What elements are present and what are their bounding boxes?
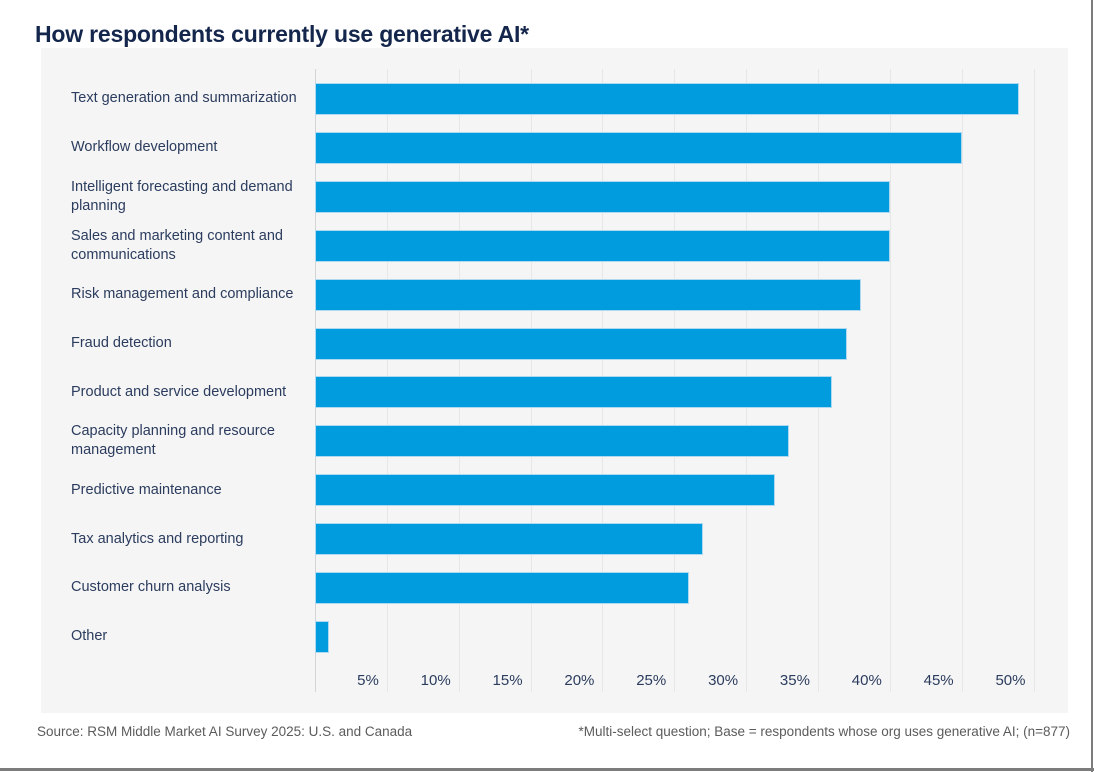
category-label: Product and service development <box>71 383 287 400</box>
plot-area: 5% 10% 15% 20% 25% 30% 35% 40% 45% 50% <box>315 69 1068 692</box>
x-tick-label: 50% <box>995 672 1026 689</box>
category-label: Workflow development <box>71 139 218 156</box>
category-label: Predictive maintenance <box>71 481 222 498</box>
category-label: Fraud detection <box>71 334 172 351</box>
bar <box>315 474 775 507</box>
source-note: Source: RSM Middle Market AI Survey 2025… <box>37 724 413 739</box>
gridline-45 <box>961 69 963 692</box>
category-label: Capacity planning and resource managemen… <box>71 423 275 459</box>
category-label: Tax analytics and reporting <box>71 530 244 547</box>
category-label: Other <box>71 628 108 645</box>
x-tick-label: 20% <box>564 672 595 689</box>
bar <box>315 229 890 262</box>
bar <box>315 620 330 653</box>
gridline-40 <box>889 69 891 692</box>
gridline-50 <box>1033 69 1035 692</box>
chart-panel: 5% 10% 15% 20% 25% 30% 35% 40% 45% 50% Text gener… <box>41 48 1068 713</box>
page-border-right <box>1091 0 1093 772</box>
category-label: Sales and marketing content and communic… <box>71 227 283 263</box>
bar <box>315 327 847 360</box>
bar <box>315 376 833 409</box>
x-tick-label: 30% <box>708 672 739 689</box>
category-label: Customer churn analysis <box>71 579 231 596</box>
bar <box>315 523 703 556</box>
x-tick-label: 5% <box>357 672 379 689</box>
page-border-bottom <box>0 768 1094 771</box>
x-tick-label: 40% <box>851 672 882 689</box>
bar <box>315 572 689 604</box>
bar <box>315 83 1020 115</box>
bar <box>315 180 890 213</box>
x-tick-label: 35% <box>779 672 810 689</box>
category-label: Intelligent forecasting and demand plann… <box>71 178 293 214</box>
x-tick-label: 10% <box>420 672 451 689</box>
category-label: Risk management and compliance <box>71 286 294 303</box>
bar <box>315 425 790 458</box>
bar <box>315 278 862 311</box>
chart-title: How respondents currently use generative… <box>35 21 529 48</box>
category-label: Text generation and summarization <box>71 90 297 107</box>
bar <box>315 131 962 164</box>
x-tick-label: 15% <box>492 672 523 689</box>
footnote: *Multi-select question; Base = responden… <box>578 724 1070 739</box>
x-tick-label: 45% <box>923 672 954 689</box>
x-tick-label: 25% <box>636 672 667 689</box>
